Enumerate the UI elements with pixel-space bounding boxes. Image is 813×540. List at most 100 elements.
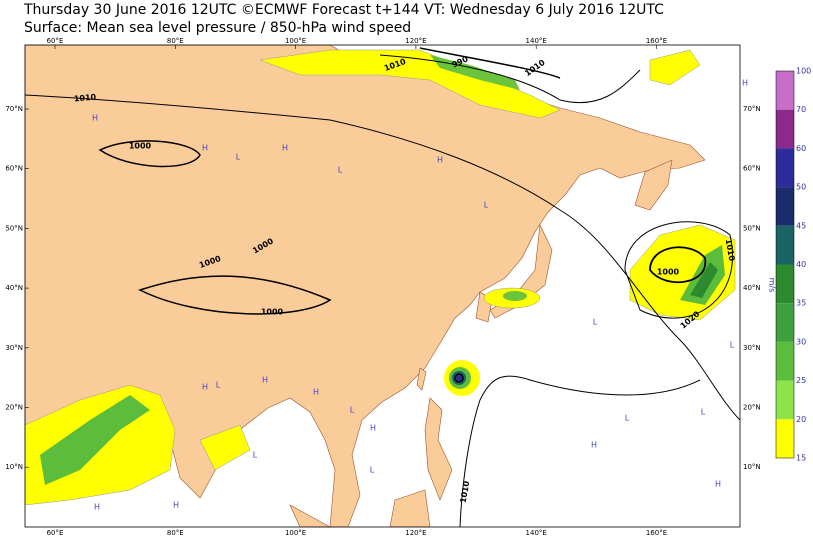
pressure-center: H [282, 144, 288, 153]
colorbar-band [776, 264, 794, 304]
isobar [649, 246, 706, 284]
pressure-center: L [701, 408, 706, 417]
lon-label: 80°E [167, 529, 184, 537]
lon-label: 80°E [167, 37, 184, 45]
pressure-center: L [593, 318, 598, 327]
lon-label: 120°E [405, 37, 426, 45]
pressure-center: H [715, 480, 721, 489]
colorbar-band [776, 71, 794, 110]
pressure-center: H [94, 503, 100, 512]
pressure-center: H [202, 383, 208, 392]
isobar-label: 1010 [459, 480, 472, 504]
lat-label: 30°N [5, 344, 23, 352]
isobar [24, 94, 741, 421]
colorbar-band [776, 109, 794, 149]
annotations: 60°E 60°E 80°E 80°E 100°E 100°E 120°E 120°E 140°… [5, 37, 811, 537]
colorbar-label: 25 [796, 376, 806, 385]
colorbar-unit: m/s [768, 278, 777, 293]
lon-label: 100°E [285, 529, 306, 537]
pressure-center: L [370, 466, 375, 475]
isobars [24, 47, 741, 528]
pressure-center: H [591, 441, 597, 450]
wind-area [649, 49, 701, 86]
lat-label: 30°N [743, 344, 761, 352]
lat-label: 70°N [743, 105, 761, 113]
wind-area [40, 395, 150, 485]
isobar [138, 275, 332, 315]
pressure-center: H [262, 376, 268, 385]
lon-label: 100°E [285, 37, 306, 45]
pressure-center: H [370, 424, 376, 433]
lat-label: 50°N [743, 224, 761, 232]
isobar-label: 1000 [657, 268, 680, 277]
colorbar-frame [775, 70, 795, 459]
pressure-center: L [625, 414, 630, 423]
wind-area [259, 49, 561, 119]
isobar-label: 1010 [724, 238, 737, 262]
map-frame [24, 44, 741, 528]
pressure-center: H [742, 79, 748, 88]
colorbar-band [776, 225, 794, 265]
lat-label: 70°N [5, 105, 23, 113]
pressure-center: L [236, 153, 241, 162]
colorbar-band [776, 341, 794, 381]
pressure-center: H [92, 114, 98, 123]
lon-label: 60°E [47, 529, 64, 537]
lat-label: 10°N [743, 463, 761, 471]
lat-label: 40°N [5, 284, 23, 292]
wind-area [503, 291, 527, 301]
pressure-center: H [173, 501, 179, 510]
title: Thursday 30 June 2016 12UTC ©ECMWF Forec… [23, 2, 664, 18]
lon-label: 60°E [47, 37, 64, 45]
colorbar-label: 15 [796, 454, 806, 463]
typhoon-isobar [454, 373, 464, 383]
wind-area [690, 262, 718, 298]
wind-area [199, 424, 251, 471]
lat-label: 50°N [5, 224, 23, 232]
isobar [459, 375, 701, 528]
colorbar-label: 60 [796, 144, 806, 153]
lon-label: 160°E [646, 529, 667, 537]
lat-label: 20°N [5, 404, 23, 412]
colorbar-label: 100 [796, 67, 811, 76]
lat-label: 20°N [743, 404, 761, 412]
isobar [379, 54, 641, 104]
land-kamchatka [634, 159, 673, 211]
lat-label: 10°N [5, 463, 23, 471]
pressure-center: L [253, 451, 258, 460]
colorbar-label: 30 [796, 337, 806, 346]
land-philippines [424, 397, 453, 501]
pressure-center: H [202, 144, 208, 153]
lat-label: 60°N [5, 165, 23, 173]
pressure-center: L [216, 381, 221, 390]
pressure-center: H [313, 388, 319, 397]
colorbar-label: 45 [796, 221, 806, 230]
pressure-center: L [730, 341, 735, 350]
colorbar-band [776, 380, 794, 420]
pressure-center: L [350, 406, 355, 415]
lat-label: 60°N [743, 165, 761, 173]
colorbar-band [776, 148, 794, 188]
lat-label: 40°N [743, 284, 761, 292]
lon-label: 160°E [646, 37, 667, 45]
lon-label: 140°E [526, 529, 547, 537]
colorbar-label: 20 [796, 415, 806, 424]
pressure-center: H [437, 156, 443, 165]
colorbar-label: 35 [796, 299, 806, 308]
isobar-label: 1000 [261, 308, 284, 317]
isobar-label: 1000 [129, 142, 152, 151]
colorbar-band [776, 187, 794, 226]
isobar [98, 140, 201, 168]
pressure-center: L [484, 201, 489, 210]
lon-label: 120°E [405, 529, 426, 537]
colorbar-band [776, 303, 794, 342]
lon-label: 140°E [526, 37, 547, 45]
colorbar-band [776, 419, 794, 458]
isobar [419, 47, 561, 79]
isobar [624, 221, 733, 319]
land-taiwan [416, 367, 427, 391]
map-area [24, 44, 741, 528]
colorbar-label: 50 [796, 183, 806, 192]
